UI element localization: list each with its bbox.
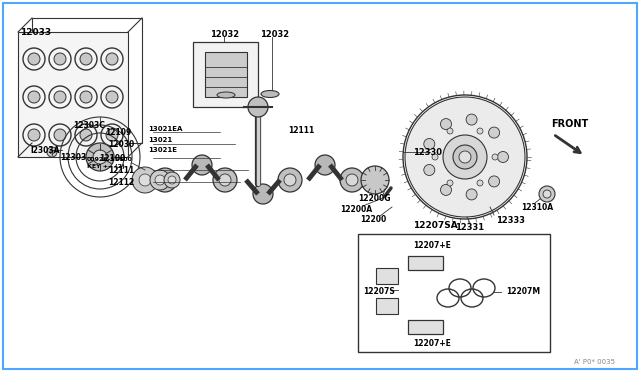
Text: 13021E: 13021E [148, 147, 177, 153]
Circle shape [432, 154, 438, 160]
Circle shape [543, 190, 551, 198]
Circle shape [492, 154, 498, 160]
Text: 12310A: 12310A [521, 202, 553, 212]
Text: 13021EA: 13021EA [148, 126, 182, 132]
Text: l2303A: l2303A [30, 145, 60, 154]
Circle shape [28, 129, 40, 141]
Circle shape [459, 151, 471, 163]
Text: 12207SA: 12207SA [413, 221, 458, 230]
Circle shape [278, 168, 302, 192]
Text: 12303: 12303 [60, 153, 86, 161]
Circle shape [253, 184, 273, 204]
Polygon shape [18, 32, 128, 157]
Circle shape [54, 129, 66, 141]
Circle shape [346, 174, 358, 186]
Circle shape [213, 168, 237, 192]
Text: 12303C: 12303C [73, 121, 105, 129]
Text: 12111: 12111 [108, 166, 134, 174]
Circle shape [219, 174, 231, 186]
Circle shape [150, 170, 170, 190]
Circle shape [447, 180, 453, 186]
Text: 12330: 12330 [413, 148, 442, 157]
Text: 12111: 12111 [288, 125, 314, 135]
Text: 12109: 12109 [105, 128, 131, 137]
Text: 00926-51600
KEY +-  (2): 00926-51600 KEY +- (2) [87, 157, 133, 169]
Circle shape [28, 91, 40, 103]
Circle shape [80, 129, 92, 141]
Circle shape [139, 174, 151, 186]
Text: 12207S: 12207S [363, 288, 395, 296]
Ellipse shape [217, 92, 235, 98]
Circle shape [405, 97, 525, 217]
Circle shape [155, 175, 165, 185]
Text: A' P0* 0035: A' P0* 0035 [574, 359, 615, 365]
Circle shape [424, 164, 435, 176]
Bar [193, 42, 258, 107]
Circle shape [28, 53, 40, 65]
Text: 12032: 12032 [260, 29, 289, 38]
Text: 12207+E: 12207+E [413, 340, 451, 349]
Text: 12112: 12112 [108, 177, 134, 186]
Circle shape [447, 128, 453, 134]
Text: 12032: 12032 [211, 29, 239, 38]
Circle shape [539, 186, 555, 202]
Circle shape [248, 97, 268, 117]
Bar [376, 298, 398, 314]
Text: 13021: 13021 [148, 137, 172, 143]
Circle shape [497, 151, 509, 163]
Circle shape [50, 150, 54, 154]
Text: 12207M: 12207M [506, 288, 540, 296]
Circle shape [192, 155, 212, 175]
Circle shape [284, 174, 296, 186]
Circle shape [106, 129, 118, 141]
Text: 12030: 12030 [108, 140, 134, 148]
Circle shape [453, 145, 477, 169]
Circle shape [80, 91, 92, 103]
Bar [408, 320, 443, 334]
Circle shape [159, 174, 171, 186]
Circle shape [93, 150, 107, 164]
Bar [205, 52, 247, 97]
Text: 12333: 12333 [496, 215, 525, 224]
Circle shape [488, 176, 500, 187]
Bar [376, 268, 398, 284]
Circle shape [340, 168, 364, 192]
Circle shape [106, 53, 118, 65]
Circle shape [443, 135, 487, 179]
Circle shape [80, 53, 92, 65]
Circle shape [440, 119, 451, 129]
Circle shape [54, 91, 66, 103]
Text: 12331: 12331 [455, 222, 484, 231]
Circle shape [466, 189, 477, 200]
Text: 12200: 12200 [360, 215, 387, 224]
Bar [358, 234, 550, 352]
Circle shape [361, 166, 389, 194]
Circle shape [47, 147, 57, 157]
Circle shape [440, 185, 451, 195]
Circle shape [315, 155, 335, 175]
Circle shape [477, 180, 483, 186]
Text: 12100: 12100 [99, 154, 125, 163]
Ellipse shape [261, 90, 279, 97]
Circle shape [86, 143, 114, 171]
Circle shape [424, 138, 435, 150]
Text: FRONT: FRONT [551, 119, 588, 129]
Circle shape [488, 127, 500, 138]
Circle shape [54, 53, 66, 65]
Text: 12033: 12033 [20, 28, 51, 36]
Circle shape [60, 117, 140, 197]
Circle shape [164, 172, 180, 188]
Circle shape [153, 168, 177, 192]
Circle shape [466, 114, 477, 125]
Bar [408, 256, 443, 270]
Text: 12207+E: 12207+E [413, 241, 451, 250]
Circle shape [477, 128, 483, 134]
Circle shape [168, 176, 176, 184]
Text: 12200G: 12200G [358, 193, 390, 202]
Text: 12200A: 12200A [340, 205, 372, 214]
Circle shape [106, 91, 118, 103]
Circle shape [132, 167, 158, 193]
